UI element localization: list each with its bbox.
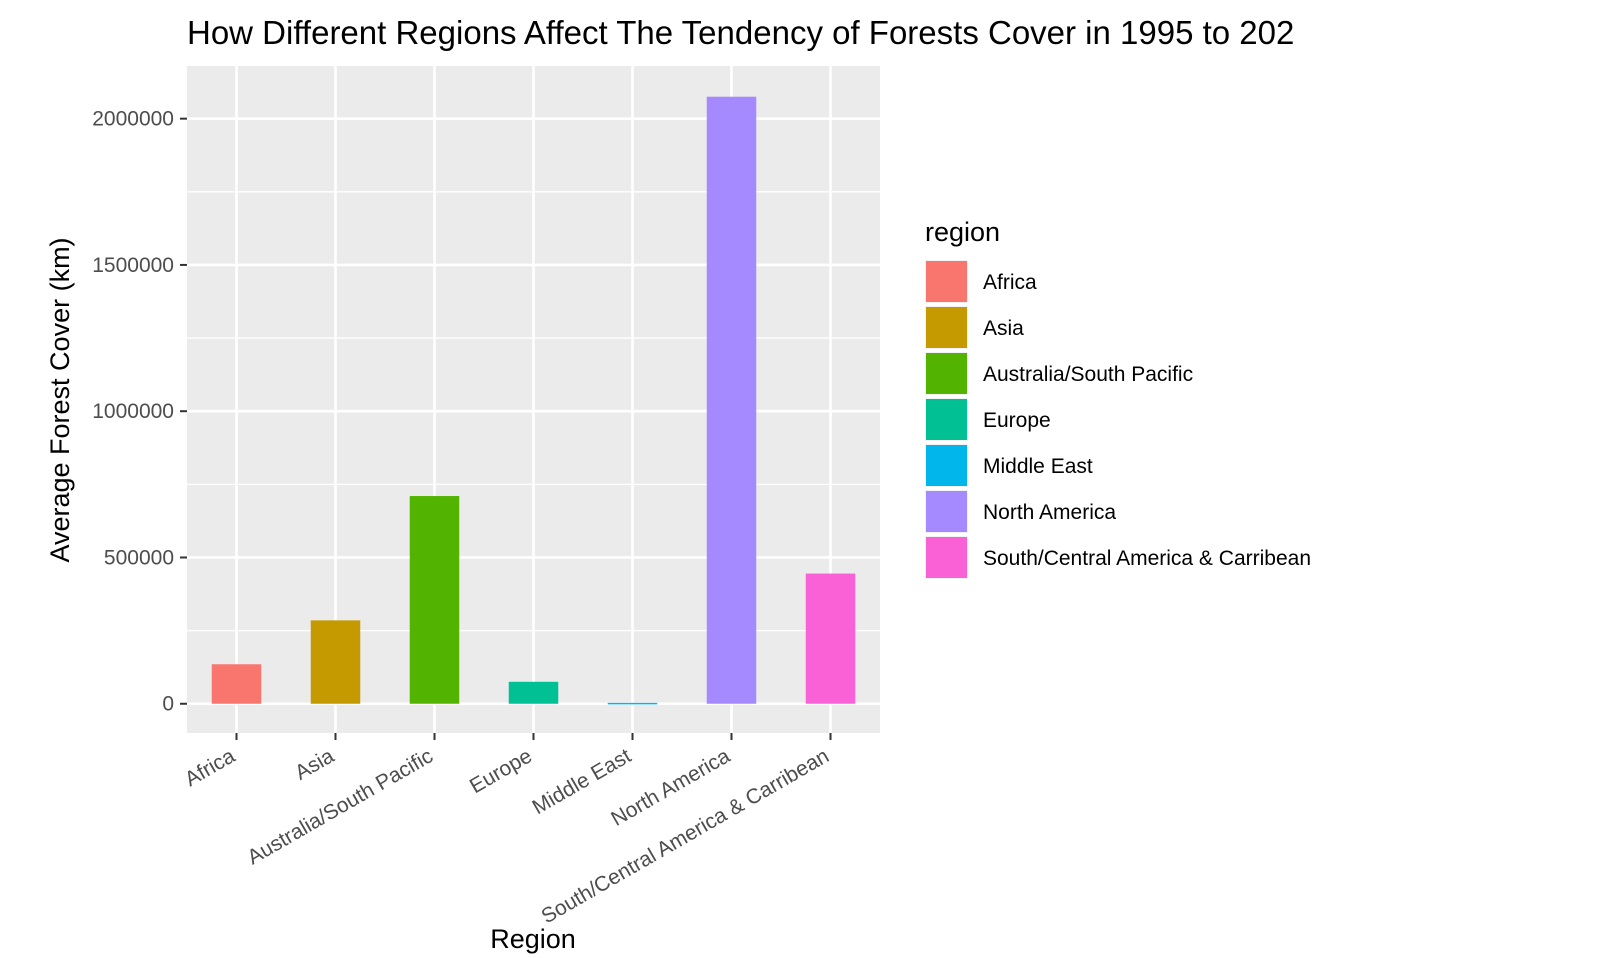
legend-label: Africa (983, 271, 1037, 294)
x-axis-title: Region (490, 924, 576, 954)
legend-swatch (926, 537, 967, 578)
x-tick-label: Europe (466, 744, 536, 798)
y-tick-label: 1000000 (92, 400, 174, 423)
legend: region Africa Asia Australia/South Pacific… (925, 217, 1311, 579)
x-tick-label: Africa (181, 744, 239, 791)
y-axis: 0 500000 1000000 1500000 2000000 (92, 108, 187, 716)
legend-swatch (926, 353, 967, 394)
bar-6 (805, 573, 856, 704)
bar-0 (211, 664, 262, 704)
legend-label: Middle East (983, 455, 1093, 478)
legend-label: Europe (983, 409, 1051, 432)
legend-swatch (926, 261, 967, 302)
bar-4 (607, 702, 658, 705)
legend-swatch (926, 445, 967, 486)
bar-3 (508, 681, 559, 704)
legend-label: South/Central America & Carribean (983, 547, 1311, 570)
x-tick-label: Australia/South Pacific (244, 744, 437, 869)
legend-swatch (926, 307, 967, 348)
y-tick-label: 0 (162, 693, 174, 716)
y-axis-title: Average Forest Cover (km) (45, 237, 75, 562)
chart-title: How Different Regions Affect The Tendenc… (187, 14, 1294, 51)
legend-label: North America (983, 501, 1116, 524)
bar-2 (409, 496, 460, 704)
bar-1 (310, 620, 361, 704)
legend-swatch (926, 399, 967, 440)
legend-title: region (925, 217, 1000, 247)
y-tick-label: 2000000 (92, 108, 174, 131)
legend-swatch (926, 491, 967, 532)
bars (211, 96, 856, 705)
bar-5 (706, 96, 757, 704)
y-tick-label: 1500000 (92, 254, 174, 277)
legend-label: Asia (983, 317, 1024, 340)
legend-label: Australia/South Pacific (983, 363, 1193, 386)
x-tick-label: Asia (291, 744, 338, 785)
y-tick-label: 500000 (104, 546, 174, 569)
